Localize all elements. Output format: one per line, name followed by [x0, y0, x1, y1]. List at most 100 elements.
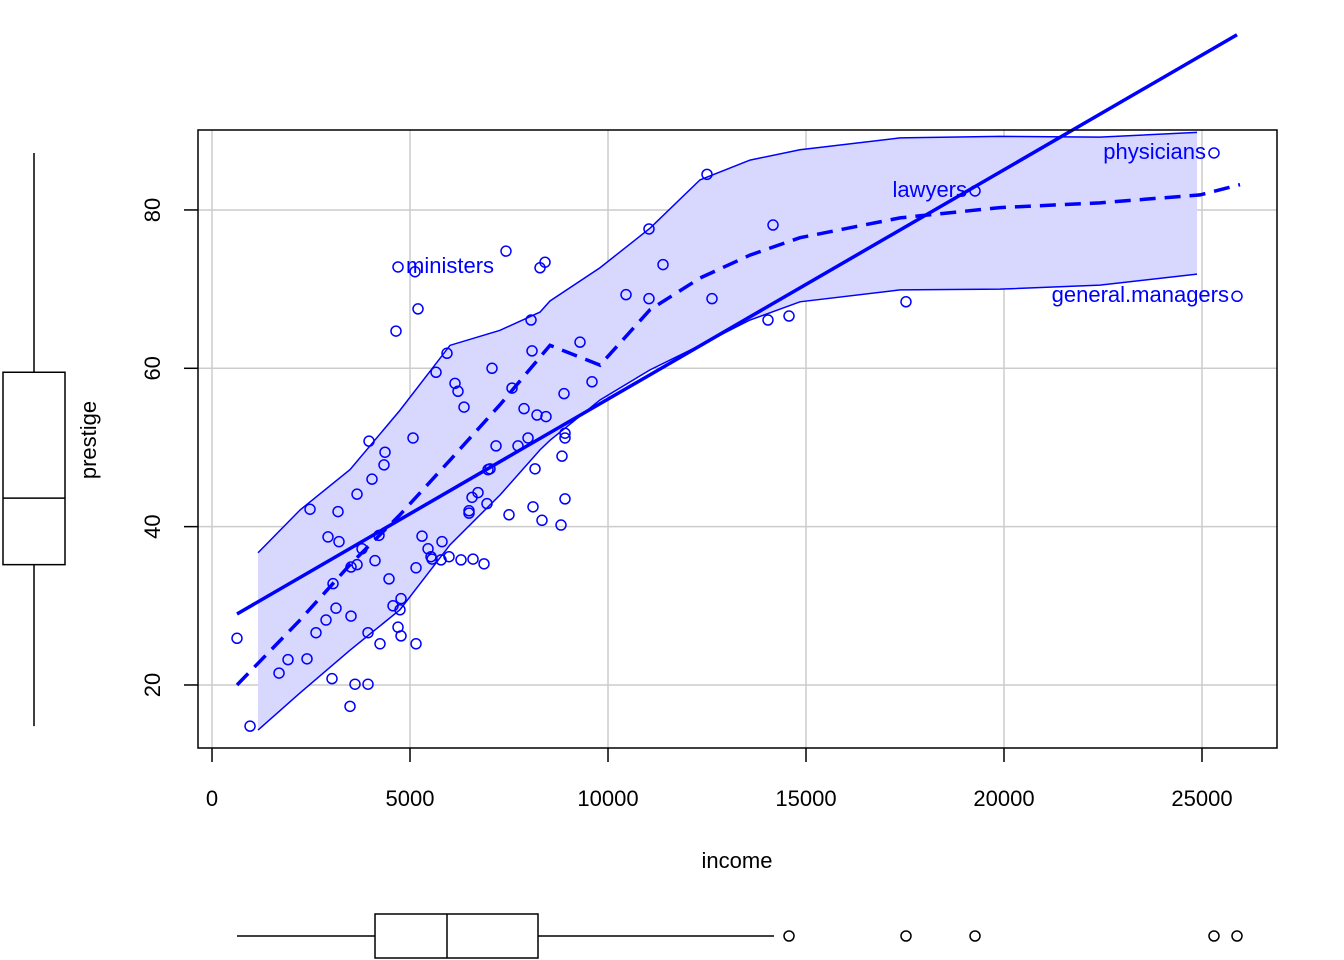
point [374, 638, 386, 650]
point [320, 614, 332, 626]
point [366, 473, 378, 485]
y-tick-label: 60 [140, 356, 165, 380]
point [412, 303, 424, 315]
point [559, 432, 571, 444]
point [426, 553, 438, 565]
point [378, 459, 390, 471]
point [525, 314, 537, 326]
point [273, 667, 285, 679]
point [409, 265, 421, 278]
point [458, 401, 470, 413]
point [529, 463, 541, 475]
point [539, 256, 551, 268]
point [527, 501, 539, 513]
y-tick-label: 20 [140, 673, 165, 697]
x-tick-label: 25000 [1171, 786, 1232, 811]
point [767, 219, 779, 231]
point [449, 377, 461, 390]
point [244, 720, 256, 732]
point [1231, 290, 1243, 303]
point [430, 366, 442, 379]
point [326, 672, 338, 685]
point [362, 678, 374, 690]
point [657, 258, 669, 271]
point [555, 519, 567, 531]
point [481, 497, 493, 510]
box [374, 913, 539, 959]
point [518, 402, 530, 415]
point [556, 450, 568, 462]
point [506, 382, 518, 394]
smooth-line [235, 182, 1241, 687]
point [282, 653, 294, 666]
point [392, 261, 404, 273]
point [443, 550, 455, 563]
point [369, 554, 381, 567]
point [558, 387, 570, 400]
point [643, 292, 655, 305]
point [301, 653, 313, 665]
point [394, 604, 406, 616]
point [522, 432, 534, 444]
point [407, 432, 419, 444]
point [436, 535, 448, 548]
outlier [969, 930, 981, 942]
x-tick-label: 5000 [386, 786, 435, 811]
point [304, 503, 316, 515]
point [330, 602, 342, 614]
band-upper [257, 131, 1198, 554]
point [574, 336, 586, 348]
point [379, 446, 391, 458]
plot-frame [197, 129, 1278, 749]
y-axis-label: prestige [76, 401, 101, 479]
point [327, 577, 339, 590]
point [363, 435, 375, 447]
point [500, 245, 512, 257]
point [900, 296, 912, 308]
point [486, 362, 498, 375]
point [231, 632, 243, 645]
point [344, 700, 356, 713]
point [706, 292, 718, 305]
point [467, 553, 479, 565]
point [478, 558, 490, 570]
point [620, 288, 632, 301]
point [410, 638, 422, 650]
point [395, 592, 407, 605]
point [416, 530, 428, 542]
point [395, 630, 407, 642]
x-tick-label: 15000 [775, 786, 836, 811]
point [559, 427, 571, 439]
point [422, 543, 434, 555]
point [390, 325, 402, 337]
regression-line [236, 33, 1238, 616]
x-tick-label: 10000 [577, 786, 638, 811]
point [559, 493, 571, 505]
point [332, 505, 344, 518]
point [322, 531, 334, 543]
point-label: physicians [1103, 139, 1206, 164]
point [762, 314, 774, 326]
confidence-band [258, 132, 1198, 731]
point [383, 573, 395, 585]
point [310, 626, 322, 639]
point [345, 610, 357, 622]
box [2, 371, 66, 566]
point [362, 626, 374, 639]
point [356, 543, 368, 555]
point [540, 410, 552, 423]
outlier [783, 930, 795, 942]
point [351, 488, 363, 500]
plot-area [231, 131, 1243, 732]
band-lower [257, 273, 1198, 731]
point-label: lawyers [892, 177, 967, 202]
outlier [1231, 930, 1243, 942]
x-tick-label: 0 [206, 786, 218, 811]
y-tick-label: 80 [140, 198, 165, 222]
point-label: ministers [406, 253, 494, 278]
point [410, 562, 422, 574]
outlier [1208, 930, 1220, 942]
point [455, 554, 467, 566]
point [1208, 147, 1220, 159]
